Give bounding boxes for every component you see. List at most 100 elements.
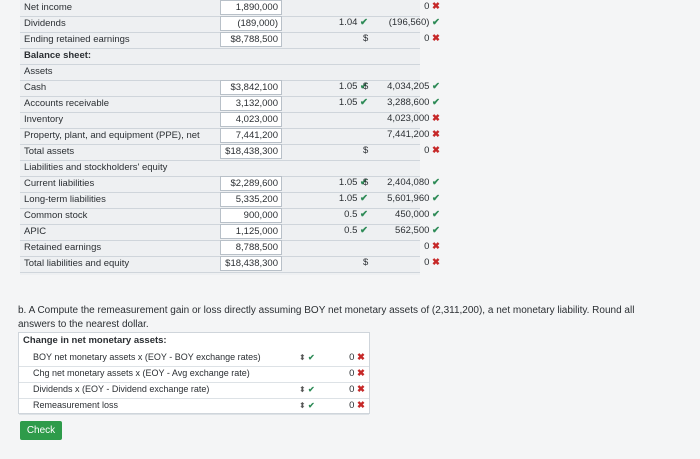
check-icon: ✔ <box>360 209 368 220</box>
sheet-row: APIC 1,125,000 0.5 ✔ 562,500 ✔ <box>20 224 440 241</box>
change-result-input[interactable]: 0 ✖ <box>349 400 365 411</box>
row-value: 4,023,000 <box>220 112 282 127</box>
check-icon: ✔ <box>432 17 440 28</box>
x-icon: ✖ <box>432 257 440 268</box>
result-input[interactable]: 4,023,000 ✖ <box>387 113 440 124</box>
dollar-sign: $ <box>363 33 369 44</box>
result-input[interactable]: (196,560) ✔ <box>388 17 440 28</box>
change-title: Change in net monetary assets: <box>23 335 167 346</box>
x-icon: ✖ <box>357 368 365 379</box>
row-label: Current liabilities <box>24 178 95 189</box>
change-row-label: Chg net monetary assets x (EOY - Avg exc… <box>33 368 250 378</box>
section-label: Assets <box>20 64 420 81</box>
row-label: Dividends <box>24 18 66 29</box>
check-icon: ✔ <box>432 177 440 188</box>
result-input[interactable]: 0 ✖ <box>424 241 440 252</box>
change-result-input[interactable]: 0 ✖ <box>349 368 365 379</box>
sheet-row: Property, plant, and equipment (PPE), ne… <box>20 128 440 145</box>
updown-icon: ⬍ <box>299 353 308 362</box>
x-icon: ✖ <box>432 113 440 124</box>
change-result-input[interactable]: 0 ✖ <box>349 384 365 395</box>
result-input[interactable]: 4,034,205 ✔ <box>387 81 440 92</box>
change-box: Change in net monetary assets: BOY net m… <box>18 332 370 415</box>
x-icon: ✖ <box>432 241 440 252</box>
sheet-row: Retained earnings 8,788,500 0 ✖ <box>20 240 440 257</box>
row-value: 7,441,200 <box>220 128 282 143</box>
sheet-row: Current liabilities $2,289,600 1.05 ✔ $2,40… <box>20 176 440 193</box>
sign-select[interactable]: ⬍ ✔ <box>299 385 315 394</box>
section-label-text: Assets <box>24 66 53 77</box>
change-row-label: Dividends x (EOY - Dividend exchange rat… <box>33 384 210 394</box>
x-icon: ✖ <box>432 33 440 44</box>
x-icon: ✖ <box>432 1 440 12</box>
rate-input[interactable]: 0.5 ✔ <box>344 209 368 220</box>
result-input[interactable]: 0 ✖ <box>424 1 440 12</box>
row-label: Property, plant, and equipment (PPE), ne… <box>24 130 200 141</box>
check-icon: ✔ <box>360 177 368 188</box>
check-icon: ✔ <box>360 17 368 28</box>
change-row-label: BOY net monetary assets x (EOY - BOY exc… <box>33 352 261 362</box>
result-input[interactable]: 5,601,960 ✔ <box>387 193 440 204</box>
result-input[interactable]: 7,441,200 ✖ <box>387 129 440 140</box>
sheet-row: Inventory 4,023,000 4,023,000 ✖ <box>20 112 440 129</box>
check-icon: ✔ <box>360 81 368 92</box>
check-icon: ✔ <box>432 209 440 220</box>
section-label: Liabilities and stockholders' equity <box>20 160 420 177</box>
sign-select[interactable]: ⬍ ✔ <box>299 353 315 362</box>
row-value: 5,335,200 <box>220 192 282 207</box>
result-input[interactable]: 3,288,600 ✔ <box>387 97 440 108</box>
dollar-sign: $ <box>363 145 369 156</box>
sheet-row: Long-term liabilities 5,335,200 1.05 ✔ 5,60… <box>20 192 440 209</box>
section-label-text: Liabilities and stockholders' equity <box>24 162 168 173</box>
rate-input[interactable]: 1.04 ✔ <box>338 17 368 28</box>
sign-select[interactable]: ⬍ ✔ <box>299 401 315 410</box>
sheet-row: Common stock 900,000 0.5 ✔ 450,000 ✔ <box>20 208 440 225</box>
change-result-input[interactable]: 0 ✖ <box>349 352 365 363</box>
change-row: Chg net monetary assets x (EOY - Avg exc… <box>19 366 369 383</box>
row-label: Accounts receivable <box>24 98 110 109</box>
check-button[interactable]: Check <box>20 421 62 440</box>
rate-input[interactable]: 1.05 ✔ <box>338 97 368 108</box>
check-icon: ✔ <box>360 225 368 236</box>
result-input[interactable]: 2,404,080 ✔ <box>387 177 440 188</box>
check-icon: ✔ <box>432 97 440 108</box>
change-row: Dividends x (EOY - Dividend exchange rat… <box>19 382 369 399</box>
row-label: Net income <box>24 2 73 13</box>
check-icon: ✔ <box>432 81 440 92</box>
result-input[interactable]: 562,500 ✔ <box>395 225 440 236</box>
row-value: 1,125,000 <box>220 224 282 239</box>
change-row-label: Remeasurement loss <box>33 400 119 410</box>
row-value: 1,890,000 <box>220 0 282 15</box>
section-label-text: Balance sheet: <box>24 50 92 61</box>
rate-input[interactable]: 1.05 ✔ <box>338 177 368 188</box>
rate-input[interactable]: 1.05 ✔ <box>338 193 368 204</box>
result-input[interactable]: 450,000 ✔ <box>395 209 440 220</box>
row-value: $3,842,100 <box>220 80 282 95</box>
check-icon: ✔ <box>307 385 315 394</box>
result-input[interactable]: 0 ✖ <box>424 257 440 268</box>
row-label: APIC <box>24 226 47 237</box>
row-value: $2,289,600 <box>220 176 282 191</box>
row-label: Ending retained earnings <box>24 34 130 45</box>
row-value: 3,132,000 <box>220 96 282 111</box>
dollar-sign: $ <box>363 257 369 268</box>
x-icon: ✖ <box>432 129 440 140</box>
row-label: Total assets <box>24 146 75 157</box>
row-value: $18,438,300 <box>220 256 282 271</box>
sheet-row: Accounts receivable 3,132,000 1.05 ✔ 3,288,… <box>20 96 440 113</box>
x-icon: ✖ <box>357 384 365 395</box>
row-label: Common stock <box>24 210 88 221</box>
row-label: Cash <box>24 82 47 93</box>
result-input[interactable]: 0 ✖ <box>424 33 440 44</box>
x-icon: ✖ <box>357 400 365 411</box>
result-input[interactable]: 0 ✖ <box>424 145 440 156</box>
row-label: Inventory <box>24 114 64 125</box>
sheet-row: Total liabilities and equity $18,438,300 $… <box>20 256 440 273</box>
x-icon: ✖ <box>357 352 365 363</box>
rate-input[interactable]: 0.5 ✔ <box>344 225 368 236</box>
change-row: BOY net monetary assets x (EOY - BOY exc… <box>19 350 369 367</box>
row-value: $8,788,500 <box>220 32 282 47</box>
rate-input[interactable]: 1.05 ✔ <box>338 81 368 92</box>
updown-icon: ⬍ <box>299 385 308 394</box>
sheet-row: Ending retained earnings $8,788,500 $0 ✖ <box>20 32 440 49</box>
